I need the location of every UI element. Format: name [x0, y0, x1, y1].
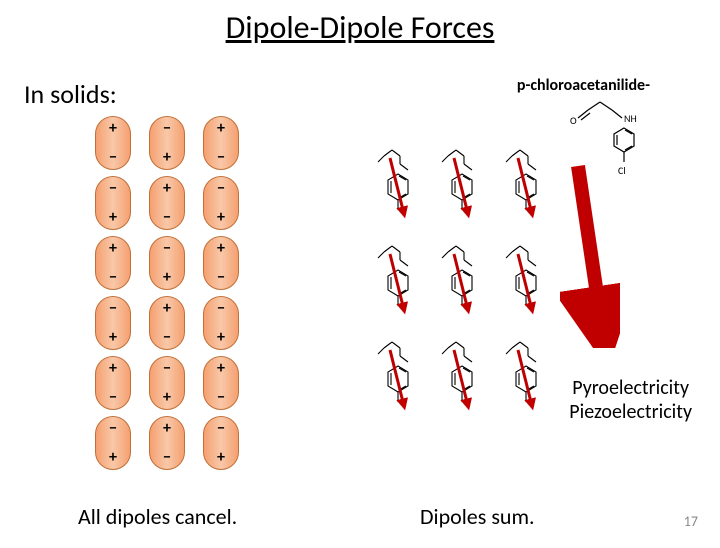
chemical-name-label: p-chloroacetanilide-	[517, 76, 650, 95]
molecule-with-dipole-arrow	[498, 244, 554, 330]
molecule-with-dipole-arrow	[434, 148, 490, 234]
dipole-capsule: +−	[149, 296, 185, 350]
page-title: Dipole-Dipole Forces	[0, 8, 720, 47]
molecule-with-dipole-arrow	[498, 148, 554, 234]
dipole-capsule: +−	[95, 356, 131, 410]
molecule-with-dipole-arrow	[498, 340, 554, 426]
dipole-capsule: −+	[149, 356, 185, 410]
dipole-capsule: +−	[203, 236, 239, 290]
oxygen-label: O	[570, 114, 577, 127]
dipole-capsule: −+	[149, 236, 185, 290]
pyro-piezo-label: Pyroelectricity Piezoelectricity	[569, 376, 692, 424]
dipole-capsule: −+	[203, 176, 239, 230]
dipole-capsule: +−	[95, 236, 131, 290]
molecule-with-dipole-arrow	[434, 244, 490, 330]
caption-dipoles-sum: Dipoles sum.	[420, 503, 535, 530]
molecule-with-dipole-arrow	[370, 244, 426, 330]
dipole-capsule: +−	[203, 116, 239, 170]
dipole-capsule: −+	[95, 176, 131, 230]
dipole-capsule: +−	[149, 176, 185, 230]
dipole-capsule: −+	[203, 296, 239, 350]
molecule-with-dipole-arrow	[434, 340, 490, 426]
dipole-capsule: −+	[149, 116, 185, 170]
dipole-capsule: +−	[149, 416, 185, 470]
dipole-grid-left: +− −+ +− −+ +− −+ +− −+ +− −+ +− −+ +− −+ +− −+ +− −+	[95, 116, 245, 472]
net-dipole-arrow	[560, 158, 620, 353]
nh-label: NH	[624, 112, 637, 125]
dipole-capsule: −+	[203, 416, 239, 470]
dipole-capsule: −+	[95, 296, 131, 350]
molecule-with-dipole-arrow	[370, 148, 426, 234]
pyro-line1: Pyroelectricity	[572, 376, 689, 400]
caption-dipoles-cancel: All dipoles cancel.	[78, 503, 237, 530]
dipole-capsule: −+	[95, 416, 131, 470]
dipole-capsule: +−	[95, 116, 131, 170]
subtitle-in-solids: In solids:	[24, 78, 117, 110]
molecule-grid-right	[370, 148, 558, 430]
molecule-with-dipole-arrow	[370, 340, 426, 426]
slide-number: 17	[684, 513, 698, 530]
pyro-line2: Piezoelectricity	[569, 400, 692, 424]
dipole-capsule: +−	[203, 356, 239, 410]
